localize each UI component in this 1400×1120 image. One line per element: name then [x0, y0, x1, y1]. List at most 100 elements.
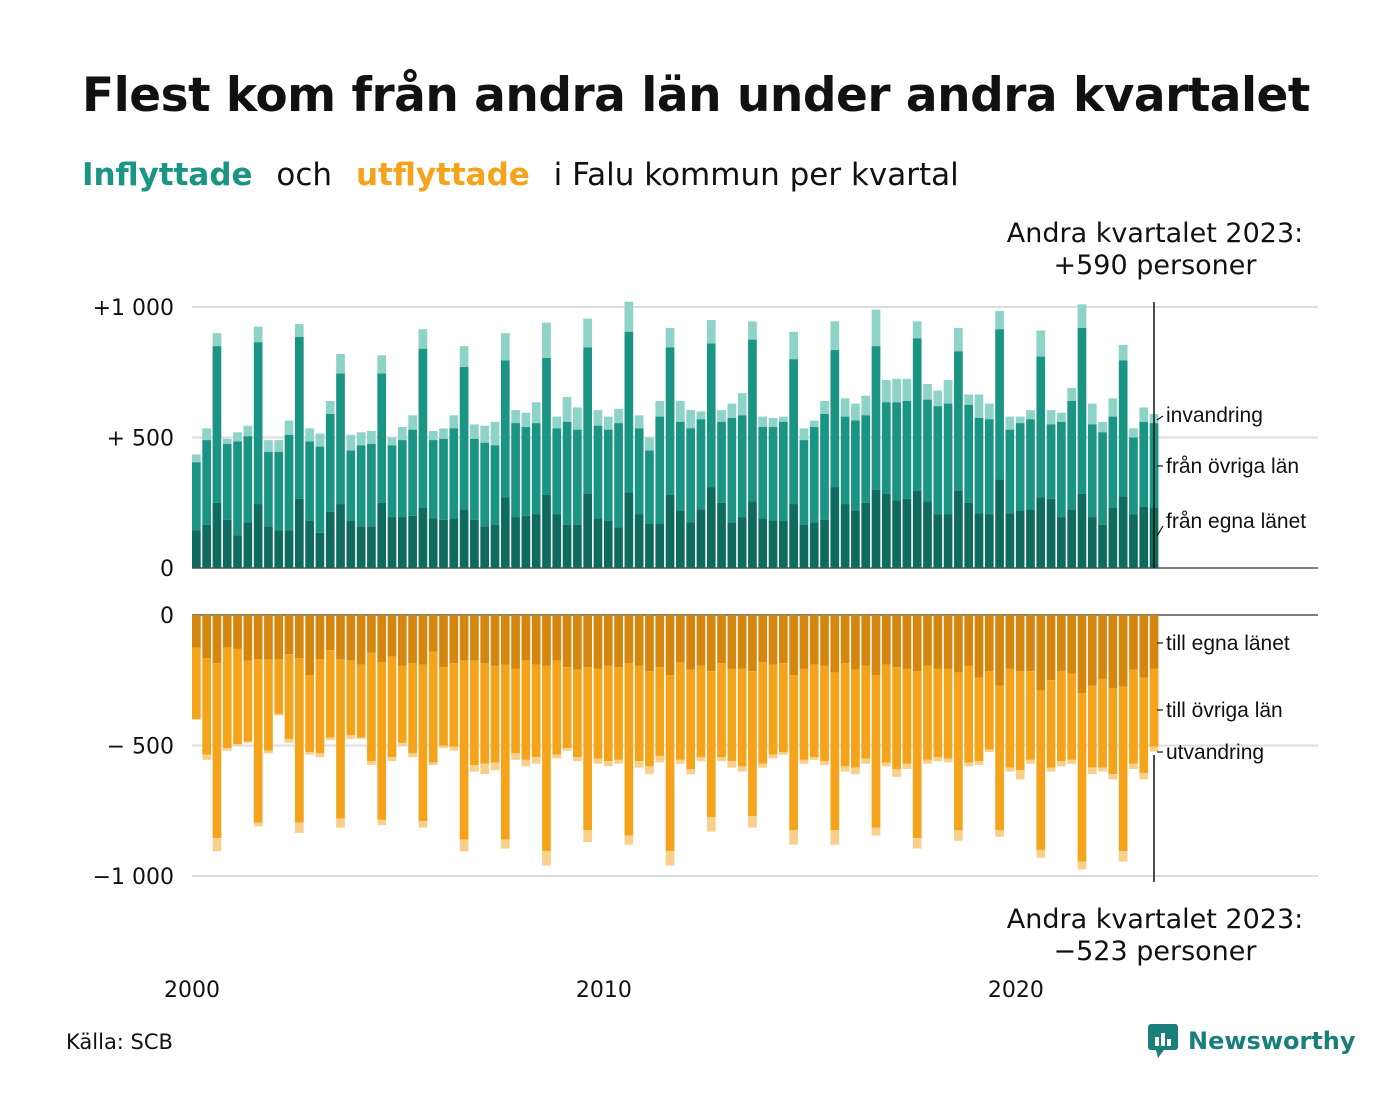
- bar-out-utvandring: [264, 750, 273, 754]
- bar-in-ovriga: [1067, 400, 1077, 510]
- bar-out-egna: [521, 615, 531, 661]
- bar-out-egna: [1026, 615, 1035, 672]
- bar-out-ovriga: [923, 665, 932, 760]
- bar-out-egna: [1046, 615, 1056, 681]
- bar-out-egna: [1108, 615, 1118, 689]
- bar-in-egna: [1087, 517, 1097, 568]
- bar-in-egna: [923, 501, 932, 568]
- bar-out-ovriga: [1139, 677, 1149, 773]
- bar-out-egna: [552, 615, 562, 661]
- bar-out-egna: [480, 615, 490, 664]
- bar-out-egna: [954, 615, 963, 673]
- bar-out-utvandring: [1129, 763, 1138, 769]
- chart-subtitle: Inflyttade och utflyttade i Falu kommun …: [82, 157, 973, 193]
- bar-in-ovriga: [984, 419, 994, 515]
- bar-in-invandring: [1026, 410, 1035, 420]
- bar-out-egna: [686, 615, 695, 670]
- bar-out-ovriga: [490, 665, 500, 763]
- bar-in-egna: [789, 504, 798, 568]
- bar-out-utvandring: [377, 819, 387, 826]
- series-label-in-0: invandring: [1166, 404, 1263, 427]
- bar-out-ovriga: [573, 669, 582, 758]
- bar-out-ovriga: [665, 675, 675, 852]
- bar-out-ovriga: [449, 663, 459, 747]
- bar-out-ovriga: [325, 650, 335, 738]
- bar-out-utvandring: [603, 761, 613, 767]
- bar-out-egna: [346, 615, 356, 661]
- bar-out-ovriga: [974, 677, 984, 762]
- bar-in-invandring: [912, 321, 922, 339]
- bar-out-egna: [233, 615, 242, 649]
- bar-in-ovriga: [346, 450, 356, 522]
- bar-out-ovriga: [748, 671, 757, 816]
- bar-in-invandring: [325, 400, 335, 415]
- bar-out-ovriga: [1149, 668, 1159, 747]
- bar-in-egna: [511, 517, 520, 568]
- bar-in-invandring: [1098, 421, 1107, 433]
- bar-in-egna: [264, 526, 273, 568]
- bar-out-ovriga: [1015, 671, 1025, 771]
- bar-out-ovriga: [480, 663, 490, 764]
- bar-in-invandring: [840, 398, 850, 417]
- y-tick-out-2: −1 000: [93, 865, 174, 890]
- bar-out-utvandring: [881, 762, 891, 767]
- bar-in-egna: [1098, 524, 1107, 568]
- bar-out-utvandring: [305, 752, 314, 755]
- bar-in-invandring: [1139, 407, 1149, 422]
- bar-out-ovriga: [470, 660, 479, 766]
- bar-in-ovriga: [706, 343, 716, 488]
- brand-name: Newsworthy: [1188, 1027, 1356, 1055]
- bar-out-utvandring: [768, 754, 778, 759]
- bar-out-utvandring: [686, 768, 695, 775]
- bar-in-invandring: [748, 321, 757, 340]
- bar-in-egna: [377, 502, 387, 568]
- bar-in-invandring: [500, 333, 510, 361]
- bar-out-utvandring: [408, 753, 417, 758]
- y-tick-out-0: 0: [160, 604, 174, 629]
- bar-out-egna: [212, 615, 222, 664]
- bar-in-invandring: [274, 440, 284, 452]
- brand-logo: Newsworthy: [1148, 1024, 1356, 1058]
- bar-out-utvandring: [418, 821, 428, 828]
- bar-out-utvandring: [1087, 767, 1097, 775]
- bar-out-egna: [861, 615, 871, 666]
- bar-out-ovriga: [758, 661, 768, 764]
- bar-out-utvandring: [253, 822, 263, 827]
- bar-out-utvandring: [562, 748, 572, 751]
- bar-in-ovriga: [892, 402, 901, 501]
- bar-in-egna: [964, 502, 974, 568]
- bar-in-invandring: [1067, 387, 1077, 401]
- bar-out-ovriga: [294, 658, 304, 823]
- bar-in-ovriga: [521, 427, 531, 516]
- bar-in-ovriga: [1036, 356, 1046, 498]
- bar-in-egna: [233, 535, 242, 568]
- bar-out-ovriga: [1118, 686, 1128, 852]
- bar-out-utvandring: [871, 827, 881, 836]
- bar-in-egna: [480, 526, 490, 568]
- bar-out-egna: [923, 615, 932, 666]
- bar-out-utvandring: [428, 762, 438, 766]
- bar-out-ovriga: [1129, 669, 1138, 764]
- subtitle-och: och: [276, 157, 333, 193]
- bar-in-ovriga: [686, 428, 695, 523]
- bar-out-egna: [933, 615, 943, 669]
- bar-out-egna: [727, 615, 737, 669]
- bar-out-egna: [902, 615, 912, 669]
- bar-in-ovriga: [397, 440, 407, 518]
- bar-in-invandring: [511, 410, 520, 424]
- bar-out-egna: [696, 615, 706, 666]
- bar-in-egna: [459, 509, 469, 568]
- bar-out-utvandring: [346, 735, 356, 739]
- bar-out-ovriga: [603, 665, 613, 762]
- bar-out-utvandring: [1098, 767, 1107, 772]
- bar-in-invandring: [253, 326, 263, 343]
- bar-out-utvandring: [1077, 861, 1087, 870]
- bar-in-ovriga: [1087, 424, 1097, 518]
- bar-in-egna: [737, 517, 747, 568]
- bar-out-egna: [470, 615, 479, 661]
- bar-in-invandring: [799, 428, 809, 441]
- bar-in-invandring: [356, 432, 366, 446]
- bar-in-egna: [995, 479, 1004, 568]
- bar-in-invandring: [830, 321, 840, 351]
- bar-in-invandring: [367, 430, 376, 445]
